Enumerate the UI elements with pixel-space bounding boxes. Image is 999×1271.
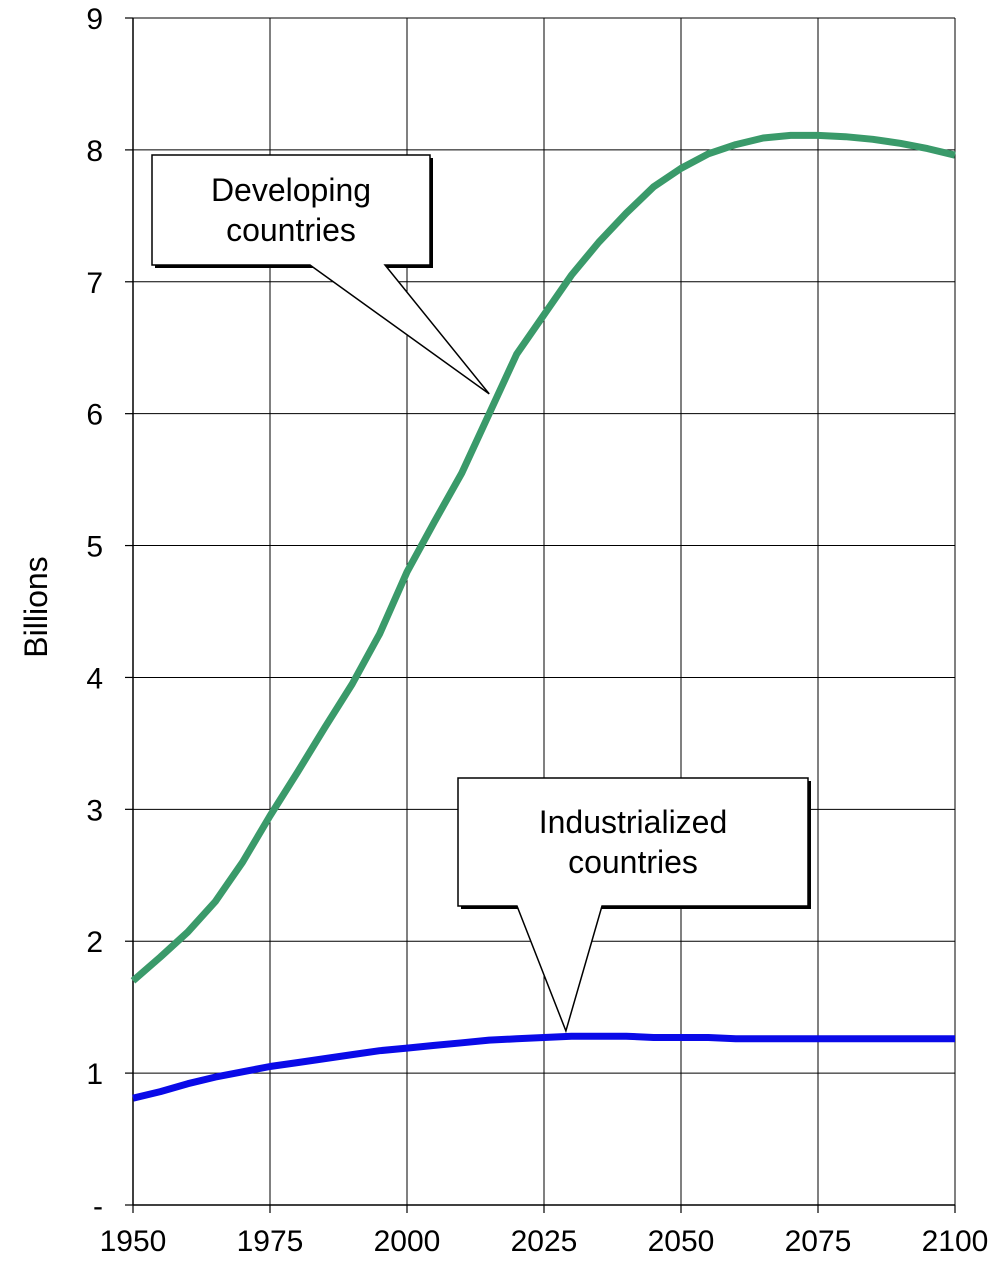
y-tick-label: 9 xyxy=(86,3,103,36)
y-tick-label: 7 xyxy=(86,267,103,300)
y-tick-label: 3 xyxy=(86,794,103,827)
series-line-developing xyxy=(130,131,956,984)
series-line-industrialized xyxy=(132,1032,955,1102)
y-axis-label: Billions xyxy=(18,556,54,657)
y-tick-label: 5 xyxy=(86,531,103,564)
y-tick-label: 6 xyxy=(86,399,103,432)
y-tick-label: 1 xyxy=(86,1058,103,1091)
callout-box xyxy=(457,777,809,1034)
callout-text-line: countries xyxy=(226,212,356,248)
chart-grid xyxy=(133,17,956,1205)
y-tick-label: 2 xyxy=(86,926,103,959)
x-tick-label: 2025 xyxy=(511,1225,578,1258)
y-tick-labels: - 1 2 3 4 5 6 7 8 9 xyxy=(86,3,103,1223)
y-tick-label: 4 xyxy=(86,662,103,695)
callout-industrialized: Industrialized countries xyxy=(457,777,811,1034)
callout-developing: Developing countries xyxy=(151,154,490,395)
callout-text-line: Industrialized xyxy=(539,804,728,840)
chart-axes xyxy=(125,17,956,1213)
callout-box xyxy=(151,154,490,395)
x-tick-labels: 1950 1975 2000 2025 2050 2075 2100 xyxy=(100,1225,989,1258)
x-tick-label: 2100 xyxy=(922,1225,989,1258)
x-tick-label: 2000 xyxy=(374,1225,441,1258)
x-tick-label: 1975 xyxy=(237,1225,304,1258)
chart-callouts: Developing countries Industrialized countri… xyxy=(151,154,811,1034)
y-tick-label: - xyxy=(93,1190,103,1223)
x-tick-label: 1950 xyxy=(100,1225,167,1258)
y-tick-label: 8 xyxy=(86,135,103,168)
callout-text-line: countries xyxy=(568,844,698,880)
chart-series xyxy=(130,131,956,1102)
x-tick-label: 2075 xyxy=(785,1225,852,1258)
callout-text-line: Developing xyxy=(211,172,371,208)
x-tick-label: 2050 xyxy=(648,1225,715,1258)
